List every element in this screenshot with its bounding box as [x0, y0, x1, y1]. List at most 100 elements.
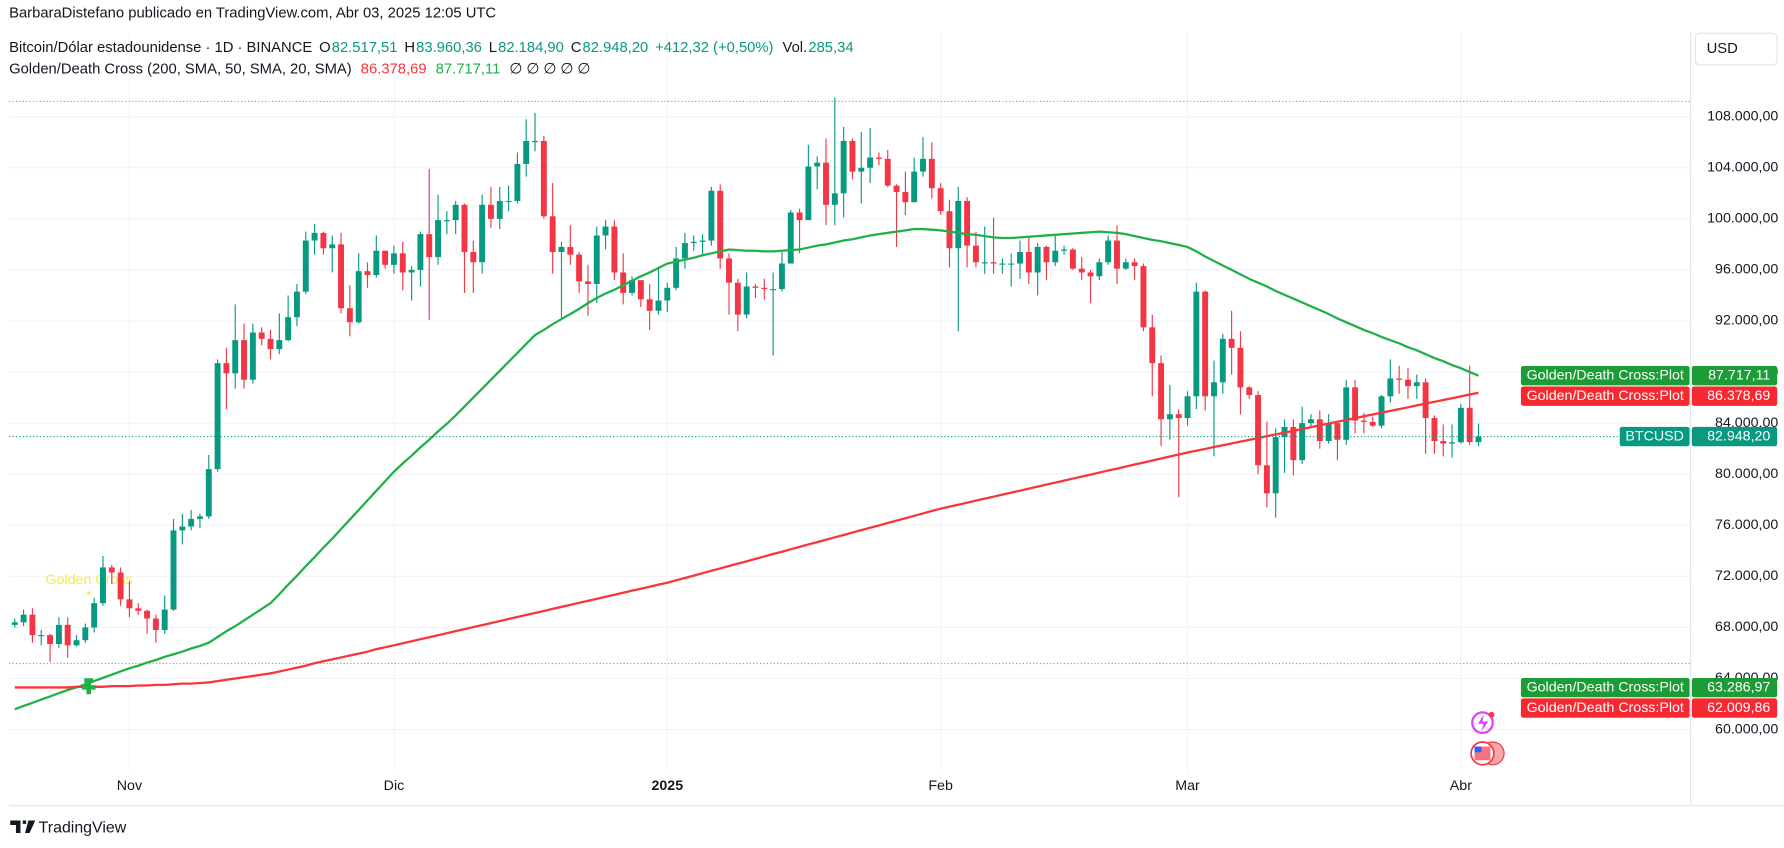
candle-body — [1440, 441, 1447, 444]
badge-name: BTCUSD — [1625, 428, 1683, 444]
button-label[interactable]: USD — [1707, 41, 1738, 57]
candle-body — [382, 250, 389, 265]
candle-body — [593, 235, 600, 284]
candle-body — [373, 250, 380, 276]
brand[interactable]: TradingView — [10, 820, 127, 837]
badge-value-box — [1691, 698, 1778, 718]
candle-body — [1008, 263, 1015, 265]
attribution: BarbaraDistefano publicado en TradingVie… — [9, 6, 496, 22]
candle-body — [1202, 291, 1209, 397]
legend-item: O — [319, 40, 331, 56]
candle-body — [276, 340, 283, 350]
candle-body — [443, 220, 450, 222]
candle-body — [452, 204, 459, 221]
candle-body — [496, 200, 503, 219]
candle-body — [1078, 268, 1085, 273]
legend-item: Bitcoin/Dólar estadounidense · 1D · BINA… — [9, 40, 312, 56]
button-frame[interactable] — [1694, 32, 1778, 66]
candle-body — [1149, 327, 1156, 364]
candle-body — [849, 140, 856, 172]
candle-body — [699, 240, 706, 242]
candle-body — [937, 188, 944, 212]
candle-body — [646, 299, 653, 311]
y-tick-label: 92.000,00 — [1715, 313, 1778, 329]
candle-body — [487, 204, 494, 219]
candle-body — [435, 220, 441, 258]
brand-logo[interactable] — [10, 820, 36, 834]
x-tick-label: Abr — [1450, 778, 1472, 794]
candle-body — [1290, 426, 1297, 461]
candle-body — [205, 469, 212, 517]
cross-marker — [81, 678, 96, 695]
candle-body — [999, 263, 1006, 265]
candle-body — [152, 618, 159, 630]
x-tick-label: Dic — [384, 778, 405, 794]
candle-body — [893, 185, 900, 193]
badge-value-box — [1691, 426, 1778, 447]
candle-body — [1096, 262, 1103, 277]
alert-icon — [1471, 711, 1494, 735]
legend-item: 82.948,20 — [583, 40, 649, 56]
ma-line — [14, 227, 1479, 711]
candle-body — [126, 599, 133, 609]
candle-body — [523, 140, 530, 164]
badge-value-box — [1691, 386, 1778, 406]
badge-value-box — [1691, 677, 1778, 698]
legend-item: Vol. — [783, 40, 808, 56]
candle-body — [461, 204, 468, 253]
candle-body — [1255, 395, 1262, 466]
candle-body — [1061, 249, 1068, 251]
candle-body — [170, 530, 177, 610]
candle-body — [620, 272, 627, 293]
candle-body — [179, 526, 186, 531]
candle-body — [1034, 246, 1041, 273]
y-tick-label: 60.000,00 — [1715, 721, 1778, 737]
candle-body — [990, 262, 997, 264]
candle-body — [761, 287, 768, 290]
candle-body — [223, 363, 230, 374]
legend-item: 83.960,36 — [416, 40, 482, 56]
legend-item: L — [489, 40, 497, 56]
alert-bolt — [1477, 714, 1489, 732]
legend-item: +412,32 (+0,50%) — [655, 40, 773, 56]
candle-body — [1343, 387, 1350, 440]
candle-body — [1422, 382, 1429, 419]
badge-name: Golden/Death Cross:Plot — [1527, 367, 1684, 383]
candle-body — [1272, 437, 1279, 494]
candle-body — [1334, 423, 1341, 440]
candle-body — [558, 246, 565, 253]
candle-body — [1219, 338, 1226, 383]
y-tick-label: 104.000,00 — [1707, 160, 1778, 176]
candle-body — [1378, 396, 1385, 426]
candle-body — [258, 332, 265, 339]
candle-body — [752, 286, 759, 288]
candle-body — [655, 300, 662, 311]
candle-body — [320, 232, 327, 249]
candle-body — [108, 567, 115, 573]
currency-button[interactable]: USD — [1694, 32, 1778, 66]
candle-body — [293, 291, 300, 318]
y-tick-label: 80.000,00 — [1715, 466, 1778, 482]
brand-name[interactable]: TradingView — [39, 820, 127, 837]
x-tick-label: Feb — [928, 778, 953, 794]
candle-body — [840, 140, 847, 194]
candle-body — [629, 280, 635, 293]
y-tick-label: 96.000,00 — [1715, 262, 1778, 278]
candle-body — [673, 258, 680, 288]
candle-body — [82, 627, 89, 641]
y-tick-label: 84.000,00 — [1715, 415, 1778, 431]
legend-item: 285,34 — [808, 40, 853, 56]
legend-item: 82.517,51 — [332, 40, 398, 56]
candle-body — [690, 241, 697, 244]
candle-body — [1352, 387, 1359, 421]
candle-body — [1396, 378, 1403, 380]
candle-body — [1246, 387, 1253, 396]
candle-body — [1369, 421, 1376, 426]
candle-body — [884, 158, 891, 186]
candle-body — [743, 286, 750, 315]
candle-body — [964, 200, 971, 246]
candle-body — [1140, 266, 1147, 328]
candle-body — [787, 212, 794, 264]
legend-item: ∅ ∅ ∅ ∅ ∅ — [509, 61, 590, 77]
